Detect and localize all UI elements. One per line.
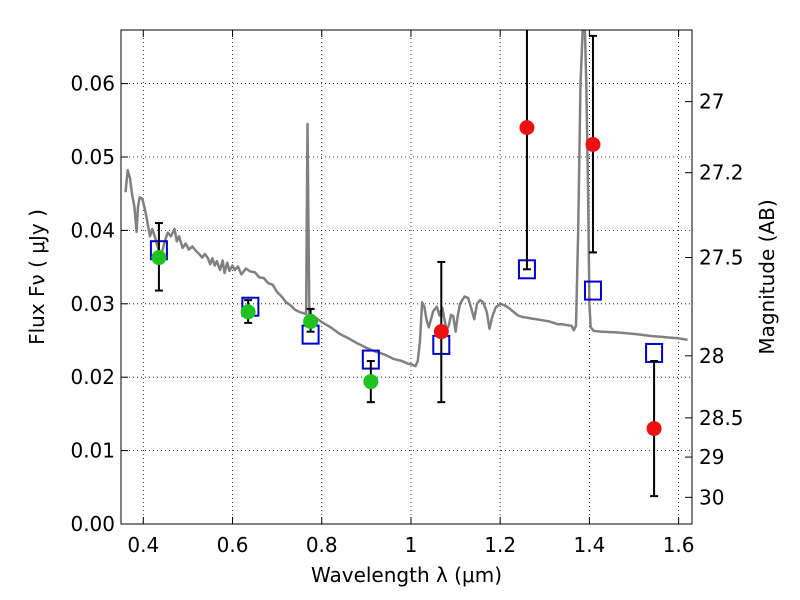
mag-tick-label: 30	[699, 485, 724, 509]
y-axis-label: Flux Fν ( μJy )	[25, 209, 49, 345]
x-tick-label: 1.6	[663, 533, 695, 557]
x-tick-label: 1.4	[573, 533, 605, 557]
y-tick-label: 0.02	[70, 365, 115, 389]
y-tick-label: 0.05	[70, 145, 115, 169]
model-photometry-square	[583, 280, 602, 301]
observed-flux-point	[240, 304, 256, 320]
mag-tick-label: 27	[699, 90, 724, 114]
mag-tick-label: 28	[699, 344, 724, 368]
y-tick-label: 0.00	[70, 512, 115, 536]
mag-tick-label: 27.2	[699, 161, 744, 185]
y-tick-label: 0.06	[70, 72, 115, 96]
observed-flux-point	[433, 324, 449, 340]
x-tick-label: 1.2	[484, 533, 516, 557]
observed-flux-point	[363, 374, 379, 390]
observed-flux-point	[151, 250, 167, 266]
observed-flux-point	[585, 137, 601, 153]
observed-flux-point	[646, 421, 662, 437]
axes-frame	[120, 29, 693, 525]
observed-flux-point	[519, 120, 535, 136]
y-tick-label: 0.01	[70, 439, 115, 463]
y-tick-label: 0.04	[70, 218, 115, 242]
sed-model-line	[124, 30, 688, 368]
mag-tick-label: 28.5	[699, 406, 744, 430]
x-axis-label: Wavelength λ (μm)	[311, 563, 502, 587]
mag-tick-label: 27.5	[699, 245, 744, 269]
x-tick-label: 1	[405, 533, 418, 557]
ticks: 0.4 0.6 0.8 1 1.2 1.4 1.6 0.00 0.01 0.02 0.03 0.04 0…	[70, 30, 744, 557]
mag-tick-label: 29	[699, 445, 724, 469]
magnitude-axis-label: Magnitude (AB)	[755, 199, 779, 354]
plot-area	[124, 30, 688, 498]
observed-flux-point	[303, 313, 319, 329]
x-tick-label: 0.4	[127, 533, 159, 557]
x-tick-label: 0.8	[306, 533, 338, 557]
y-tick-label: 0.03	[70, 292, 115, 316]
x-tick-label: 0.6	[217, 533, 249, 557]
